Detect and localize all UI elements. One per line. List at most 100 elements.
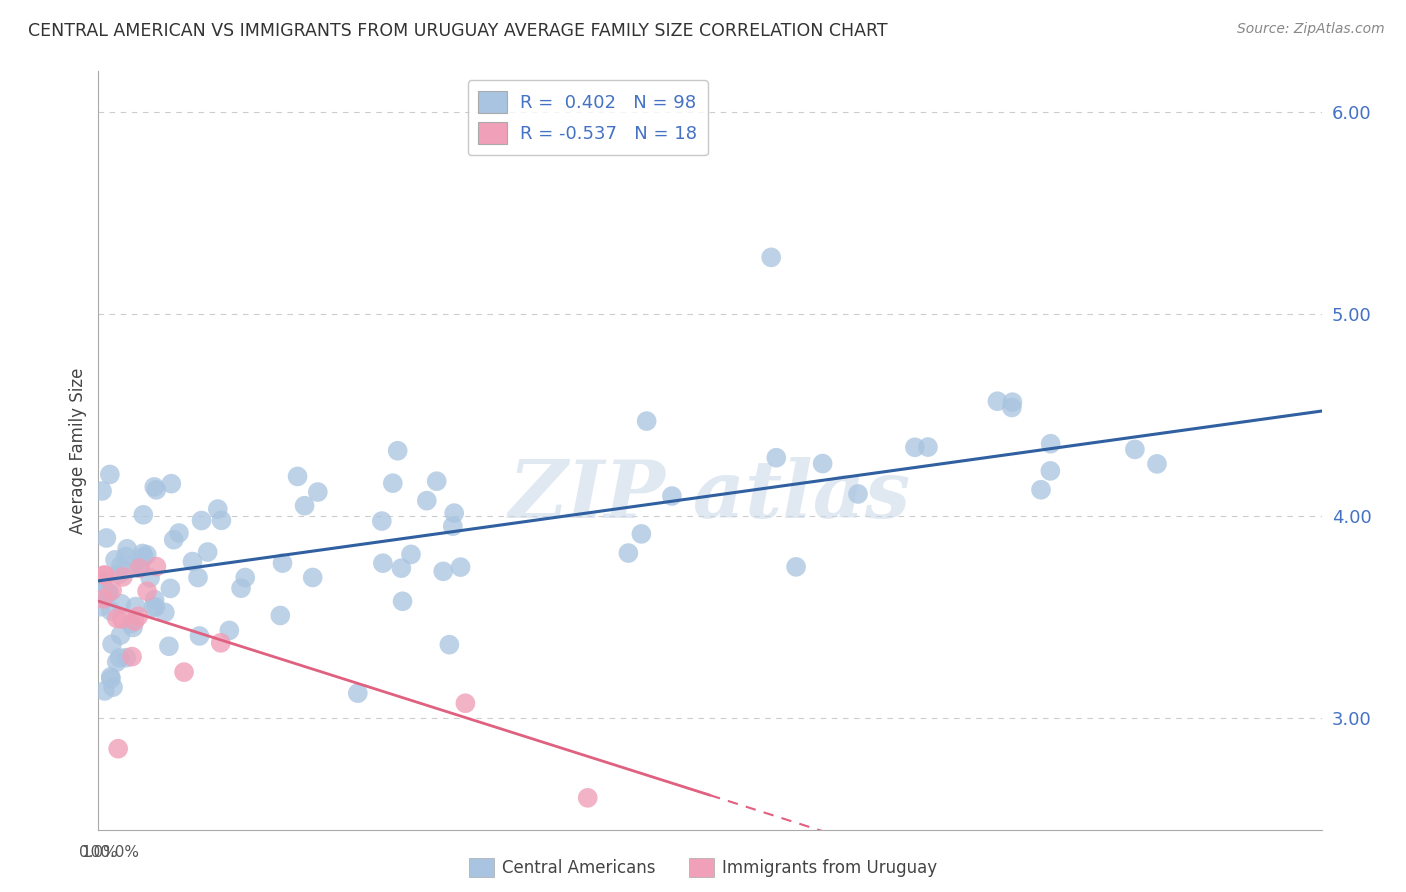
Point bbox=[197, 545, 219, 559]
Point bbox=[391, 594, 413, 608]
Point bbox=[576, 790, 599, 805]
Point bbox=[101, 680, 124, 694]
Point bbox=[209, 636, 232, 650]
Point bbox=[229, 581, 252, 595]
Point bbox=[111, 570, 134, 584]
Point bbox=[114, 549, 136, 564]
Point bbox=[416, 493, 439, 508]
Point bbox=[90, 580, 112, 594]
Point bbox=[636, 414, 658, 428]
Point bbox=[107, 741, 129, 756]
Point bbox=[381, 476, 404, 491]
Point bbox=[121, 649, 143, 664]
Point bbox=[100, 672, 122, 686]
Point bbox=[96, 531, 118, 545]
Point bbox=[122, 558, 145, 572]
Point bbox=[100, 670, 122, 684]
Point bbox=[94, 568, 117, 582]
Point bbox=[986, 394, 1008, 409]
Point bbox=[1123, 442, 1146, 457]
Point bbox=[630, 527, 652, 541]
Point bbox=[111, 612, 134, 626]
Text: 100.0%: 100.0% bbox=[82, 845, 139, 860]
Point bbox=[207, 502, 229, 516]
Text: CENTRAL AMERICAN VS IMMIGRANTS FROM URUGUAY AVERAGE FAMILY SIZE CORRELATION CHAR: CENTRAL AMERICAN VS IMMIGRANTS FROM URUG… bbox=[28, 22, 887, 40]
Point bbox=[188, 629, 211, 643]
Point bbox=[122, 620, 145, 634]
Point bbox=[209, 513, 232, 527]
Point bbox=[761, 251, 783, 265]
Y-axis label: Average Family Size: Average Family Size bbox=[69, 368, 87, 533]
Point bbox=[120, 616, 142, 631]
Point bbox=[91, 483, 114, 498]
Point bbox=[115, 650, 138, 665]
Point bbox=[139, 571, 162, 585]
Point bbox=[108, 651, 131, 665]
Point bbox=[157, 640, 180, 654]
Point bbox=[97, 585, 120, 599]
Point bbox=[159, 582, 181, 596]
Point bbox=[1146, 457, 1168, 471]
Point bbox=[98, 467, 121, 482]
Point bbox=[187, 570, 209, 584]
Point bbox=[617, 546, 640, 560]
Point bbox=[450, 560, 472, 574]
Point bbox=[233, 570, 256, 584]
Point bbox=[93, 684, 115, 698]
Point bbox=[93, 568, 115, 582]
Text: Source: ZipAtlas.com: Source: ZipAtlas.com bbox=[1237, 22, 1385, 37]
Point bbox=[432, 564, 454, 578]
Point bbox=[115, 541, 138, 556]
Point bbox=[90, 599, 112, 614]
Point bbox=[97, 585, 120, 599]
Point bbox=[110, 628, 132, 642]
Point bbox=[101, 637, 124, 651]
Point bbox=[145, 483, 167, 497]
Point bbox=[218, 624, 240, 638]
Point bbox=[1001, 401, 1024, 415]
Point bbox=[399, 548, 422, 562]
Point bbox=[307, 485, 329, 500]
Point bbox=[443, 506, 465, 520]
Point bbox=[128, 561, 150, 575]
Point bbox=[287, 469, 309, 483]
Point bbox=[105, 655, 128, 669]
Point bbox=[1039, 464, 1062, 478]
Point bbox=[91, 574, 114, 588]
Point bbox=[1039, 436, 1062, 450]
Point bbox=[131, 546, 153, 560]
Point bbox=[143, 592, 166, 607]
Point bbox=[661, 489, 683, 503]
Point bbox=[1001, 395, 1024, 409]
Point bbox=[269, 608, 291, 623]
Point bbox=[105, 611, 128, 625]
Point bbox=[136, 584, 159, 599]
Point bbox=[132, 549, 155, 564]
Point bbox=[108, 567, 131, 582]
Point bbox=[135, 548, 157, 562]
Point bbox=[142, 600, 165, 615]
Point bbox=[190, 514, 212, 528]
Point bbox=[441, 519, 464, 533]
Point bbox=[346, 686, 368, 700]
Point bbox=[132, 508, 155, 522]
Point bbox=[160, 476, 183, 491]
Point bbox=[101, 583, 124, 598]
Point bbox=[127, 609, 149, 624]
Point bbox=[439, 638, 461, 652]
Point bbox=[1029, 483, 1052, 497]
Point bbox=[110, 597, 132, 611]
Point bbox=[163, 533, 186, 547]
Point bbox=[143, 480, 166, 494]
Point bbox=[294, 499, 316, 513]
Point bbox=[811, 457, 834, 471]
Point bbox=[765, 450, 787, 465]
Point bbox=[371, 514, 394, 528]
Point bbox=[167, 526, 190, 541]
Point bbox=[426, 474, 449, 488]
Point bbox=[785, 559, 807, 574]
Point bbox=[917, 440, 939, 454]
Legend: R =  0.402   N = 98, R = -0.537   N = 18: R = 0.402 N = 98, R = -0.537 N = 18 bbox=[468, 80, 707, 155]
Point bbox=[301, 570, 323, 584]
Point bbox=[846, 487, 869, 501]
